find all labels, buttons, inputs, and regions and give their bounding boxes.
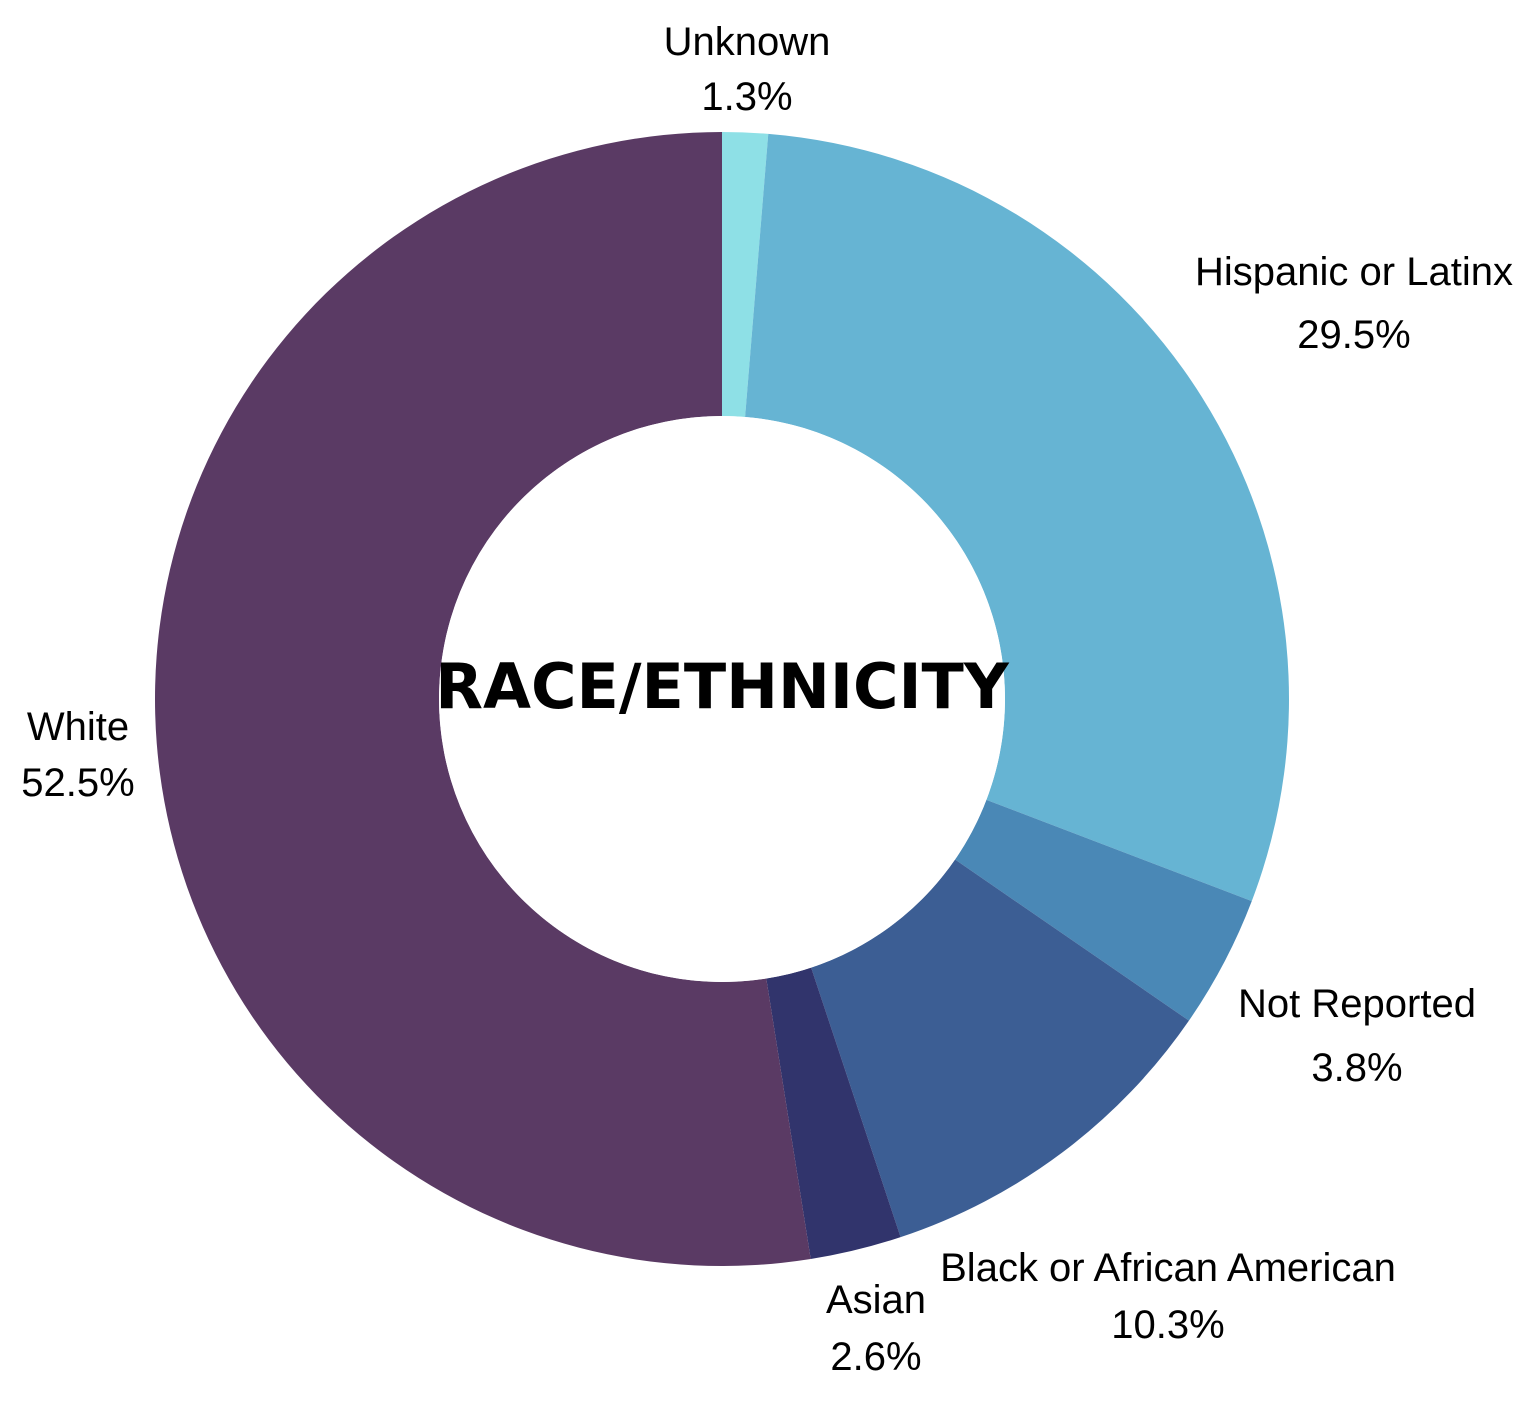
slice-unknown xyxy=(722,132,769,417)
slice-black-or-african-american xyxy=(811,859,1189,1238)
value-label-hispanic-or-latinx: 29.5% xyxy=(1297,313,1410,357)
value-label-asian: 2.6% xyxy=(830,1335,921,1379)
slice-white xyxy=(155,132,811,1266)
label-unknown: Unknown xyxy=(664,20,831,64)
label-asian: Asian xyxy=(826,1278,926,1322)
donut-hole xyxy=(439,416,1005,982)
label-hispanic-or-latinx: Hispanic or Latinx xyxy=(1195,250,1513,294)
value-label-black-or-african-american: 10.3% xyxy=(1111,1303,1224,1347)
slice-asian xyxy=(766,967,901,1260)
slice-hispanic-or-latinx xyxy=(745,133,1289,902)
slice-not-reported xyxy=(955,799,1252,1021)
label-not-reported: Not Reported xyxy=(1238,982,1476,1026)
value-label-white: 52.5% xyxy=(21,761,134,805)
label-black-or-african-american: Black or African American xyxy=(940,1246,1396,1290)
value-label-not-reported: 3.8% xyxy=(1311,1046,1402,1090)
chart-title: RACE/ETHNICITY xyxy=(435,650,1010,723)
value-label-unknown: 1.3% xyxy=(701,75,792,119)
label-white: White xyxy=(27,705,129,749)
donut-slices xyxy=(155,132,1289,1266)
slice-labels: Unknown 1.3% Hispanic or Latinx 29.5% Not Re… xyxy=(21,20,1513,1379)
